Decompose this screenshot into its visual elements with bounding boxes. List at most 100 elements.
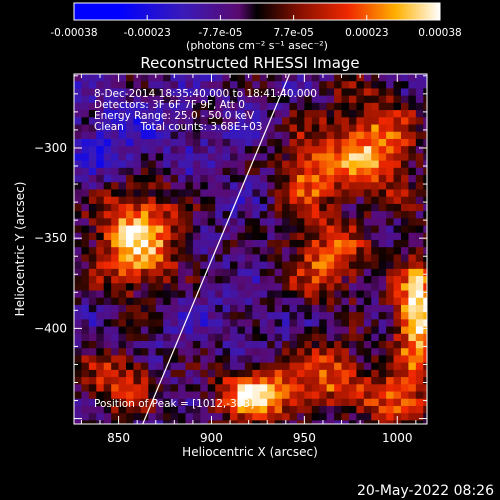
heatmap-cell: [215, 138, 224, 147]
heatmap-cell: [326, 348, 335, 356]
heatmap-cell: [88, 391, 97, 400]
heatmap-cell: [170, 117, 179, 125]
heatmap-cell: [274, 218, 283, 226]
heatmap-cell: [111, 304, 119, 313]
heatmap-cell: [311, 333, 320, 342]
heatmap-cell: [222, 247, 231, 255]
heatmap-cell: [267, 203, 276, 212]
heatmap-cell: [408, 153, 417, 161]
heatmap-cell: [356, 254, 365, 263]
heatmap-cell: [200, 74, 209, 82]
heatmap-cell: [267, 211, 276, 219]
heatmap-cell: [311, 117, 320, 125]
heatmap-cell: [170, 384, 179, 392]
heatmap-cell: [348, 88, 357, 97]
heatmap-cell: [111, 146, 119, 154]
heatmap-cell: [296, 290, 305, 299]
heatmap-cell: [296, 153, 305, 161]
heatmap-cell: [393, 218, 402, 226]
heatmap-cell: [81, 175, 90, 183]
heatmap-cell: [178, 312, 186, 320]
heatmap-cell: [319, 182, 328, 190]
axis-ticks: 850 900 950 1000−300−350−400: [34, 74, 427, 445]
heatmap-cell: [408, 247, 417, 255]
heatmap-cell: [192, 225, 201, 234]
heatmap-cell: [348, 196, 357, 205]
heatmap-cell: [371, 290, 380, 299]
heatmap-cell: [244, 182, 253, 190]
heatmap-cell: [386, 384, 394, 392]
heatmap-cell: [148, 304, 157, 313]
heatmap-cell: [423, 153, 427, 161]
heatmap-cell: [126, 369, 134, 378]
heatmap-cell: [148, 232, 157, 241]
heatmap-cell: [237, 182, 246, 190]
heatmap-cell: [155, 95, 164, 104]
heatmap-cell: [81, 81, 90, 89]
heatmap-cell: [259, 175, 268, 183]
heatmap-cell: [371, 189, 380, 198]
heatmap-cell: [378, 138, 387, 147]
heatmap-cell: [140, 95, 149, 104]
heatmap-cell: [267, 95, 276, 104]
heatmap-cell: [363, 398, 372, 407]
heatmap-cell: [185, 348, 194, 356]
heatmap-cell: [74, 81, 82, 89]
heatmap-cell: [148, 74, 157, 82]
heatmap-cell: [207, 124, 216, 133]
heatmap-cell: [371, 254, 380, 263]
heatmap-cell: [386, 341, 394, 349]
heatmap-cell: [133, 405, 142, 414]
heatmap-cell: [423, 391, 427, 400]
heatmap-cell: [170, 326, 179, 335]
heatmap-cell: [356, 146, 365, 154]
heatmap-cell: [192, 175, 201, 183]
heatmap-cell: [222, 341, 231, 349]
heatmap-cell: [81, 377, 90, 385]
heatmap-cell: [185, 304, 194, 313]
heatmap-cell: [222, 391, 231, 400]
heatmap-cell: [200, 102, 209, 111]
heatmap-cell: [289, 391, 298, 400]
heatmap-cell: [363, 110, 372, 118]
heatmap-cell: [252, 95, 261, 104]
heatmap-cell: [289, 182, 298, 190]
heatmap-cell: [155, 102, 164, 111]
heatmap-cell: [103, 153, 112, 161]
colorbar-ticks: -0.00038 -0.00023 -7.7e-05 7.7e-05 0.00023 0.…: [50, 15, 462, 39]
heatmap-cell: [163, 420, 172, 424]
heatmap-cell: [319, 369, 328, 378]
heatmap-cell: [222, 369, 231, 378]
heatmap-cell: [148, 124, 157, 133]
heatmap-cell: [386, 326, 394, 335]
heatmap-cell: [96, 290, 105, 299]
heatmap-cell: [200, 413, 209, 421]
heatmap-cell: [81, 102, 90, 111]
heatmap-cell: [311, 283, 320, 291]
heatmap-cell: [304, 138, 313, 147]
heatmap-cell: [296, 405, 305, 414]
heatmap-cell: [111, 333, 119, 342]
heatmap-cell: [274, 348, 283, 356]
heatmap-cell: [348, 138, 357, 147]
heatmap-cell: [393, 88, 402, 97]
heatmap-cell: [140, 247, 149, 255]
heatmap-cell: [118, 95, 127, 104]
heatmap-cell: [371, 160, 380, 169]
heatmap-cell: [319, 225, 328, 234]
heatmap-cell: [118, 117, 127, 125]
heatmap-cell: [200, 384, 209, 392]
heatmap-cell: [103, 160, 112, 169]
heatmap-cell: [185, 203, 194, 212]
heatmap-cell: [289, 369, 298, 378]
heatmap-cell: [408, 239, 417, 248]
heatmap-cell: [103, 203, 112, 212]
heatmap-cell: [319, 326, 328, 335]
heatmap-cell: [207, 290, 216, 299]
heatmap-cell: [215, 377, 224, 385]
heatmap-cell: [252, 247, 261, 255]
heatmap-cell: [133, 391, 142, 400]
heatmap-cell: [178, 420, 186, 424]
heatmap-cell: [74, 74, 82, 82]
heatmap-cell: [200, 175, 209, 183]
